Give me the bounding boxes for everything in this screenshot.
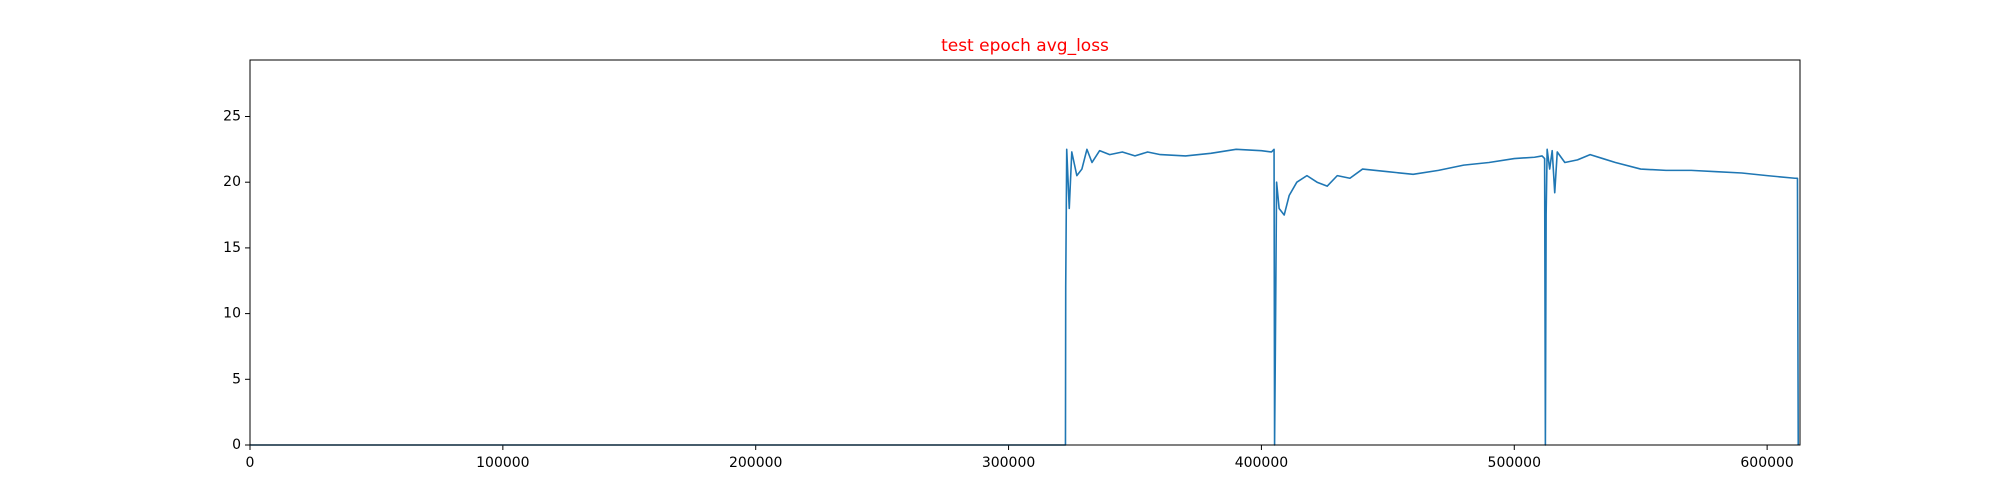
y-tick-label: 20 bbox=[223, 174, 241, 190]
y-tick-label: 10 bbox=[223, 306, 241, 322]
y-tick-label: 25 bbox=[223, 109, 241, 125]
data-line bbox=[250, 148, 1800, 446]
chart-title: test epoch avg_loss bbox=[941, 36, 1109, 56]
x-tick-label: 100000 bbox=[476, 455, 529, 471]
y-tick-label: 0 bbox=[232, 437, 241, 453]
x-tick-label: 600000 bbox=[1740, 455, 1793, 471]
x-tick-label: 500000 bbox=[1488, 455, 1541, 471]
y-tick-label: 5 bbox=[232, 371, 241, 387]
x-tick-label: 0 bbox=[246, 455, 255, 471]
x-tick-label: 200000 bbox=[729, 455, 782, 471]
x-tick-label: 400000 bbox=[1235, 455, 1288, 471]
x-tick-label: 300000 bbox=[982, 455, 1035, 471]
plot-frame bbox=[249, 59, 1801, 446]
y-tick-label: 15 bbox=[223, 240, 241, 256]
